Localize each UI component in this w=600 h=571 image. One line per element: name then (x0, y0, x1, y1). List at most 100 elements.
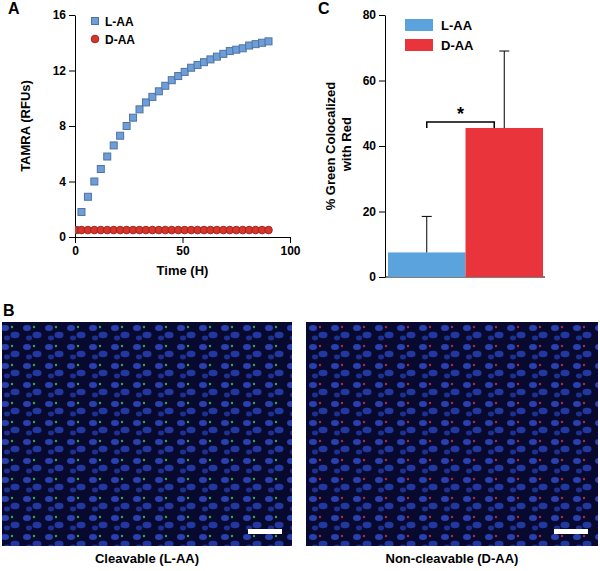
tick-mark (379, 212, 385, 213)
tick-label: 0 (59, 230, 66, 244)
marker (246, 42, 253, 49)
legend-item: D-AA (91, 33, 135, 47)
bar (388, 252, 466, 277)
tick-label: 40 (363, 139, 377, 153)
marker (136, 106, 143, 113)
tick: 0 (72, 237, 79, 258)
legend-marker (92, 18, 99, 25)
tick-mark (69, 126, 75, 127)
panel-c: C020406080% Green Colocalized with Red*L… (318, 0, 545, 284)
panel-a: A 0 50 100 0 4 8 12 16 Time (H) TAMRA (RFUs) L-AA D-… (8, 0, 301, 278)
tick: 50 (176, 237, 190, 258)
figure: A 0 50 100 0 4 8 12 16 Time (H) TAMRA (RFUs) L-AA D-… (0, 0, 600, 571)
legend-item: L-AA (92, 15, 134, 29)
legend-item: L-AA (405, 18, 473, 33)
error-bar (422, 216, 432, 252)
tick-label: 4 (59, 175, 66, 189)
tick-label: 50 (176, 244, 190, 258)
tick-mark (75, 237, 76, 243)
annotation: * (457, 104, 464, 124)
tick: 4 (59, 175, 75, 189)
tick: 16 (53, 8, 75, 22)
tick-label: 16 (53, 8, 67, 22)
tick: 40 (363, 139, 385, 153)
y-axis: 0 4 8 12 16 (53, 8, 76, 244)
tick: 100 (280, 237, 300, 258)
error-cap (422, 216, 432, 217)
micrograph (306, 322, 598, 546)
tick: 20 (363, 205, 385, 219)
panel-b: B Cleavable (L-AA) Non-cleavable (D-AA) (2, 302, 598, 566)
error-line (426, 216, 427, 252)
caption: Cleavable (L-AA) (95, 551, 199, 566)
error-cap (499, 51, 509, 52)
marker (130, 114, 137, 121)
marker (265, 38, 272, 45)
marker (213, 53, 220, 60)
marker (117, 132, 124, 139)
tick-label: 20 (363, 205, 377, 219)
tick-label: 12 (53, 64, 67, 78)
series (75, 226, 272, 234)
legend: L-AA D-AA (91, 15, 135, 47)
tick-mark (290, 237, 291, 243)
series (75, 38, 272, 234)
bar (466, 128, 544, 277)
y-axis-line (75, 16, 76, 238)
tick-mark (69, 15, 75, 16)
legend-label: D-AA (105, 33, 135, 47)
tick: 12 (53, 64, 75, 78)
scale-bar (554, 529, 588, 534)
tick-mark (69, 182, 75, 183)
tick-label: 80 (363, 8, 377, 22)
panel-label: A (8, 0, 20, 17)
tick: 60 (363, 74, 385, 88)
micrograph (2, 322, 292, 546)
marker (149, 93, 156, 100)
tick: 80 (363, 8, 385, 22)
legend-item: D-AA (405, 38, 474, 53)
marker (91, 178, 98, 185)
marker (265, 226, 273, 234)
y-axis: 0 20 40 60 80 (363, 8, 386, 284)
tick: 8 (59, 119, 75, 133)
legend-swatch (405, 39, 433, 51)
legend-label: L-AA (441, 18, 473, 33)
tick-mark (379, 15, 385, 16)
marker (104, 153, 111, 160)
legend: L-AA D-AA (405, 18, 474, 53)
legend-label: D-AA (441, 38, 474, 53)
tick-label: 0 (72, 244, 79, 258)
caption: Non-cleavable (D-AA) (386, 551, 519, 566)
tick-mark (379, 277, 385, 278)
marker (110, 142, 117, 149)
tick-mark (183, 237, 184, 243)
x-axis: 0 50 100 (72, 237, 301, 258)
tick-label: 0 (369, 270, 376, 284)
x-axis-title: Time (H) (157, 263, 209, 278)
legend-marker (91, 35, 99, 43)
tick-mark (69, 237, 75, 238)
legend-label: L-AA (105, 15, 134, 29)
tick-mark (69, 71, 75, 72)
plot-area (388, 51, 543, 277)
plot-area (75, 38, 272, 234)
marker (97, 166, 104, 173)
error-bar (499, 51, 509, 128)
tick-mark (379, 81, 385, 82)
y-axis-title: TAMRA (RFUs) (18, 80, 33, 172)
y-axis-line (385, 16, 386, 278)
marker (78, 209, 85, 216)
marker (181, 68, 188, 75)
marker (123, 123, 130, 130)
scale-bar (248, 529, 282, 534)
error-line (504, 51, 505, 128)
tick: 0 (59, 230, 75, 244)
marker (84, 193, 91, 200)
legend-swatch (405, 19, 433, 31)
tick-label: 100 (280, 244, 300, 258)
y-axis-title: % Green Colocalized with Red (323, 82, 354, 211)
tick-label: 60 (363, 74, 377, 88)
panel-label: B (3, 302, 15, 319)
tick: 0 (369, 270, 385, 284)
